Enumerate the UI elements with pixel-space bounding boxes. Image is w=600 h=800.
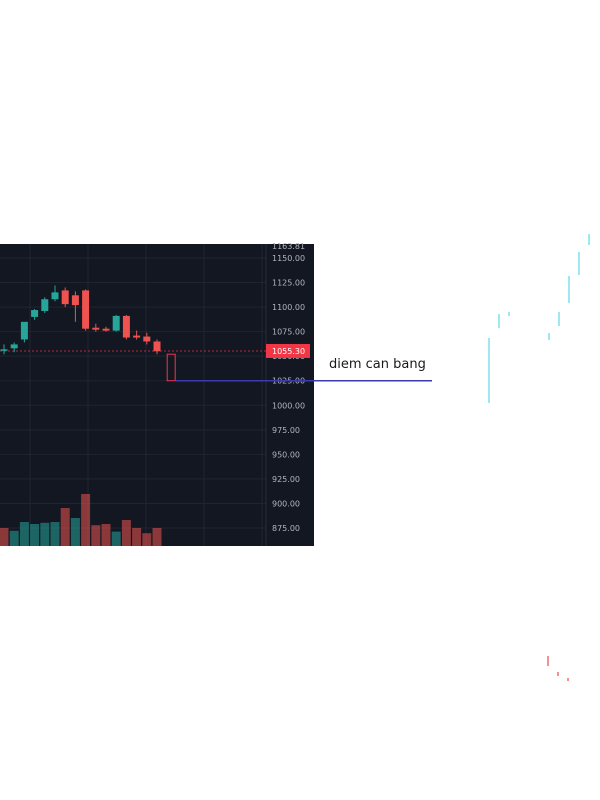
candle-body — [10, 344, 18, 349]
candle-body — [0, 349, 8, 351]
candle-body — [31, 310, 39, 317]
y-tick-label: 925.00 — [272, 475, 300, 484]
volume-bar — [91, 525, 101, 546]
y-tick-label: 900.00 — [272, 499, 300, 508]
y-tick-label: 1000.00 — [272, 401, 305, 410]
y-tick-label-top: 1163.81 — [272, 242, 305, 251]
volume-bar — [9, 530, 19, 546]
volume-bar — [111, 531, 121, 546]
volume-bar — [30, 524, 40, 546]
last-price-badge — [266, 343, 310, 358]
candle-body — [153, 341, 161, 352]
candle-body — [102, 328, 110, 331]
volume-bar — [152, 528, 162, 546]
y-tick-label: 1150.00 — [272, 254, 305, 263]
volume-bar — [142, 533, 152, 546]
candle-body — [143, 336, 151, 342]
candle-body — [122, 315, 130, 338]
volume-bar — [60, 508, 70, 546]
candle-body — [92, 327, 100, 330]
y-tick-label: 1075.00 — [272, 328, 305, 337]
volume-bar — [132, 528, 142, 546]
candle-body — [51, 292, 59, 300]
volume-bar — [50, 522, 60, 546]
volume-bar — [121, 520, 131, 546]
volume-bar — [81, 494, 91, 546]
candle-body — [20, 321, 28, 340]
volume-bar — [40, 522, 50, 546]
candle-body — [112, 315, 120, 331]
volume-bar — [19, 522, 29, 546]
candle-body — [133, 335, 141, 338]
y-tick-label: 1100.00 — [272, 303, 305, 312]
volume-bar — [101, 524, 111, 546]
volume-bar — [70, 518, 80, 546]
candle-body — [82, 290, 90, 329]
candle-body — [41, 299, 49, 312]
y-tick-label: 975.00 — [272, 426, 300, 435]
y-tick-label: 1125.00 — [272, 279, 305, 288]
candle-body — [71, 295, 79, 306]
pending-candle-box — [166, 353, 176, 382]
candle-body — [61, 290, 69, 305]
y-tick-label: 950.00 — [272, 450, 300, 459]
volume-bar — [0, 528, 9, 546]
annotation-label: diem can bang — [329, 357, 426, 372]
y-tick-label: 875.00 — [272, 524, 300, 533]
last-price-label: 1055.30 — [272, 347, 305, 356]
